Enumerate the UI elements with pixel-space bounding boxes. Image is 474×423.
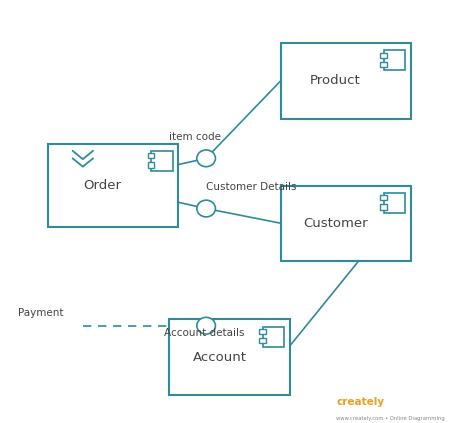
- Text: Payment: Payment: [18, 308, 63, 318]
- Text: creately: creately: [337, 397, 384, 407]
- Text: Customer: Customer: [303, 217, 368, 230]
- Circle shape: [197, 150, 216, 167]
- Bar: [48, 144, 178, 228]
- Circle shape: [197, 317, 216, 334]
- Bar: [259, 329, 266, 334]
- Text: Product: Product: [310, 74, 361, 88]
- Bar: [147, 153, 154, 159]
- Bar: [147, 162, 154, 168]
- Bar: [281, 43, 411, 118]
- Text: www.creately.com • Online Diagramming: www.creately.com • Online Diagramming: [337, 416, 445, 421]
- Bar: [263, 327, 284, 346]
- Text: Customer Details: Customer Details: [206, 182, 297, 192]
- Bar: [380, 62, 387, 67]
- Circle shape: [197, 200, 216, 217]
- Bar: [259, 338, 266, 343]
- Bar: [384, 192, 405, 213]
- Text: Account details: Account details: [164, 328, 245, 338]
- Text: item code: item code: [169, 132, 221, 142]
- Bar: [151, 151, 173, 171]
- Bar: [384, 50, 405, 71]
- Bar: [380, 52, 387, 58]
- Bar: [281, 186, 411, 261]
- Bar: [380, 195, 387, 200]
- Text: Order: Order: [83, 179, 122, 192]
- Bar: [380, 204, 387, 209]
- Bar: [169, 319, 290, 395]
- Text: Account: Account: [193, 351, 247, 364]
